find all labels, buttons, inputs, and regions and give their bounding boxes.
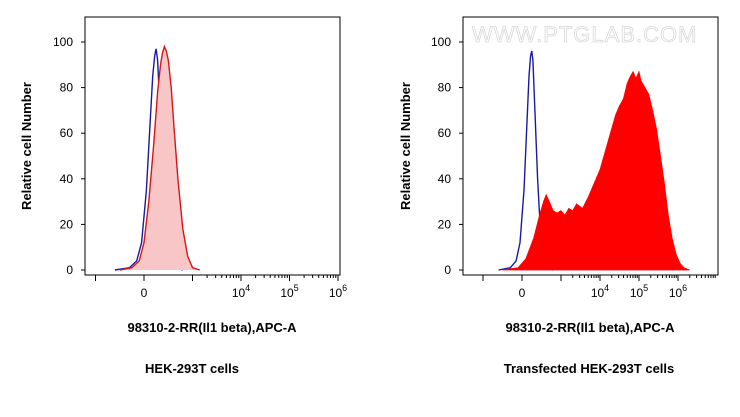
y-tick-label: 20 [438, 217, 452, 231]
right-y-axis-label: Relative cell Number [398, 82, 413, 210]
x-tick-exponent: 6 [682, 283, 687, 293]
y-tick-label: 80 [438, 81, 452, 95]
left-plot-frame [84, 16, 341, 276]
y-tick-label: 20 [60, 217, 74, 231]
left-antibody-stained-area [119, 46, 200, 270]
x-tick-label: 106 [669, 283, 687, 300]
x-tick-base: 10 [591, 286, 605, 300]
x-tick-label: 106 [329, 283, 347, 300]
x-tick-label: 0 [519, 286, 526, 300]
y-tick-label: 40 [60, 172, 74, 186]
y-tick-label: 40 [438, 172, 452, 186]
right-panel-title: Transfected HEK-293T cells [504, 361, 675, 376]
left-series-layer [114, 44, 201, 271]
x-tick-base: 10 [280, 286, 294, 300]
x-tick-exponent: 5 [294, 283, 299, 293]
right-series-layer [498, 50, 690, 271]
right-x-axis-label: 98310-2-RR(Il1 beta),APC-A [505, 320, 675, 335]
x-tick-exponent: 6 [342, 283, 347, 293]
x-tick-base: 10 [232, 286, 246, 300]
left-antibody-stained-line [119, 44, 201, 271]
x-tick-label: 104 [591, 283, 609, 300]
left-x-axis-label: 98310-2-RR(Il1 beta),APC-A [127, 320, 297, 335]
x-tick-label: 105 [630, 283, 648, 300]
x-tick-base: 0 [141, 286, 148, 300]
x-tick-label: 104 [232, 283, 250, 300]
watermark: WWW.PTGLAB.COM [472, 22, 697, 47]
y-tick-label: 0 [444, 263, 451, 277]
x-tick-exponent: 4 [604, 283, 609, 293]
y-tick-label: 60 [60, 126, 74, 140]
y-tick-label: 100 [53, 35, 73, 49]
x-tick-exponent: 4 [245, 283, 250, 293]
y-tick-label: 0 [66, 263, 73, 277]
x-tick-base: 10 [329, 286, 343, 300]
x-tick-label: 105 [280, 283, 298, 300]
left-y-axis-label: Relative cell Number [19, 82, 34, 210]
x-tick-base: 0 [519, 286, 526, 300]
y-tick-label: 60 [438, 126, 452, 140]
x-tick-base: 10 [669, 286, 683, 300]
left-panel-title: HEK-293T cells [145, 361, 239, 376]
x-tick-base: 10 [630, 286, 644, 300]
x-tick-label: 0 [141, 286, 148, 300]
right-antibody-stained-area [502, 70, 690, 271]
y-tick-label: 80 [60, 81, 74, 95]
x-tick-exponent: 5 [643, 283, 648, 293]
y-tick-label: 100 [431, 35, 451, 49]
